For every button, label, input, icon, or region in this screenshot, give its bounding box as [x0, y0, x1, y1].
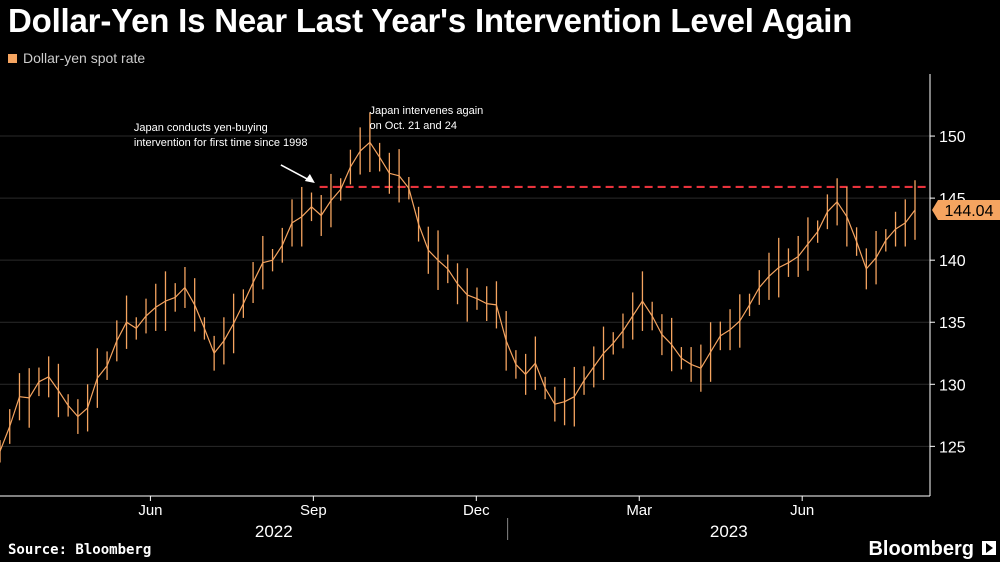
y-tick-label: 135: [939, 315, 966, 332]
bloomberg-logo: Bloomberg: [868, 538, 974, 560]
y-tick-label: 125: [939, 439, 966, 456]
y-tick-label: 140: [939, 253, 966, 270]
last-value-label: 144.04: [945, 203, 994, 220]
annotation-arrow: [280, 164, 312, 182]
last-value-badge: [932, 200, 1000, 221]
series-group: [0, 112, 916, 463]
x-tick-label: Mar: [626, 502, 652, 519]
y-tick-label: 150: [939, 129, 966, 146]
annotation-arrowhead: [304, 173, 315, 183]
chart-title: Dollar-Yen Is Near Last Year's Intervent…: [8, 2, 853, 39]
x-tick-label: Sep: [300, 502, 327, 519]
year-label: 2022: [255, 522, 293, 541]
source-note: Source: Bloomberg: [8, 542, 152, 558]
x-tick-label: Jun: [790, 502, 814, 519]
annotation-text: Japan conducts yen-buying: [134, 122, 268, 134]
year-label: 2023: [710, 522, 748, 541]
legend: Dollar-yen spot rate: [8, 50, 145, 66]
legend-label: Dollar-yen spot rate: [23, 50, 146, 66]
annotation-text: intervention for first time since 1998: [134, 137, 308, 149]
x-tick-label: Dec: [463, 502, 490, 519]
bloomberg-play-icon: [982, 541, 996, 555]
x-tick-label: Jun: [138, 502, 162, 519]
legend-swatch: [8, 53, 17, 63]
annotation-text: on Oct. 21 and 24: [370, 120, 457, 132]
y-tick-label: 130: [939, 377, 966, 394]
annotation-text: Japan intervenes again: [370, 105, 484, 117]
